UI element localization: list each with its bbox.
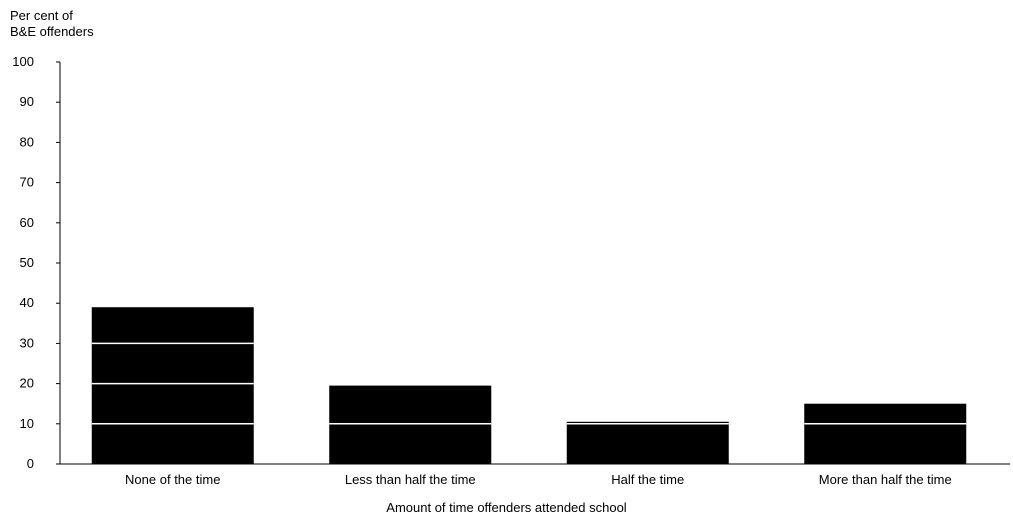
bar — [329, 385, 492, 464]
y-axis-label-line-1: Per cent of — [10, 8, 73, 23]
y-tick-label: 70 — [20, 175, 34, 190]
x-tick-labels: None of the time Less than half the time H… — [125, 472, 952, 487]
bar-internal-lines — [91, 342, 967, 425]
bars — [91, 307, 967, 464]
bar — [91, 307, 254, 464]
y-tick-label: 100 — [12, 54, 34, 69]
x-tick-label: More than half the time — [819, 472, 952, 487]
y-tick-label: 10 — [20, 416, 34, 431]
x-axis-label: Amount of time offenders attended school — [386, 500, 627, 515]
y-tick-label: 30 — [20, 335, 34, 350]
y-tick-label: 50 — [20, 255, 34, 270]
y-tick-label: 90 — [20, 94, 34, 109]
x-tick-label: None of the time — [125, 472, 220, 487]
y-tick-labels: 0 10 20 30 40 50 60 70 80 90 100 — [12, 54, 34, 471]
bar — [566, 421, 729, 464]
y-tick-label: 60 — [20, 215, 34, 230]
y-tick-label: 80 — [20, 134, 34, 149]
y-axis-label-line-2: B&E offenders — [10, 24, 94, 39]
y-tick-label: 20 — [20, 376, 34, 391]
x-tick-label: Less than half the time — [345, 472, 476, 487]
y-tick-label: 40 — [20, 295, 34, 310]
y-tick-marks — [56, 61, 60, 465]
x-tick-label: Half the time — [611, 472, 684, 487]
bar — [804, 403, 967, 464]
y-tick-label: 0 — [27, 456, 34, 471]
